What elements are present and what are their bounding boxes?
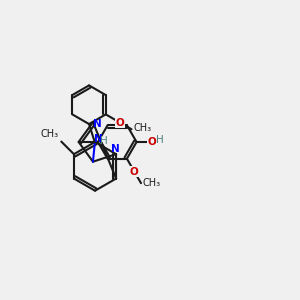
Text: CH₃: CH₃ <box>133 123 151 133</box>
Text: N: N <box>94 134 103 144</box>
Text: CH₃: CH₃ <box>40 130 58 140</box>
Text: H: H <box>100 136 108 146</box>
Text: N: N <box>93 119 102 129</box>
Text: O: O <box>130 167 139 177</box>
Text: O: O <box>147 137 156 147</box>
Text: N: N <box>111 144 120 154</box>
Text: H: H <box>156 136 164 146</box>
Text: O: O <box>116 118 124 128</box>
Text: CH₃: CH₃ <box>142 178 160 188</box>
